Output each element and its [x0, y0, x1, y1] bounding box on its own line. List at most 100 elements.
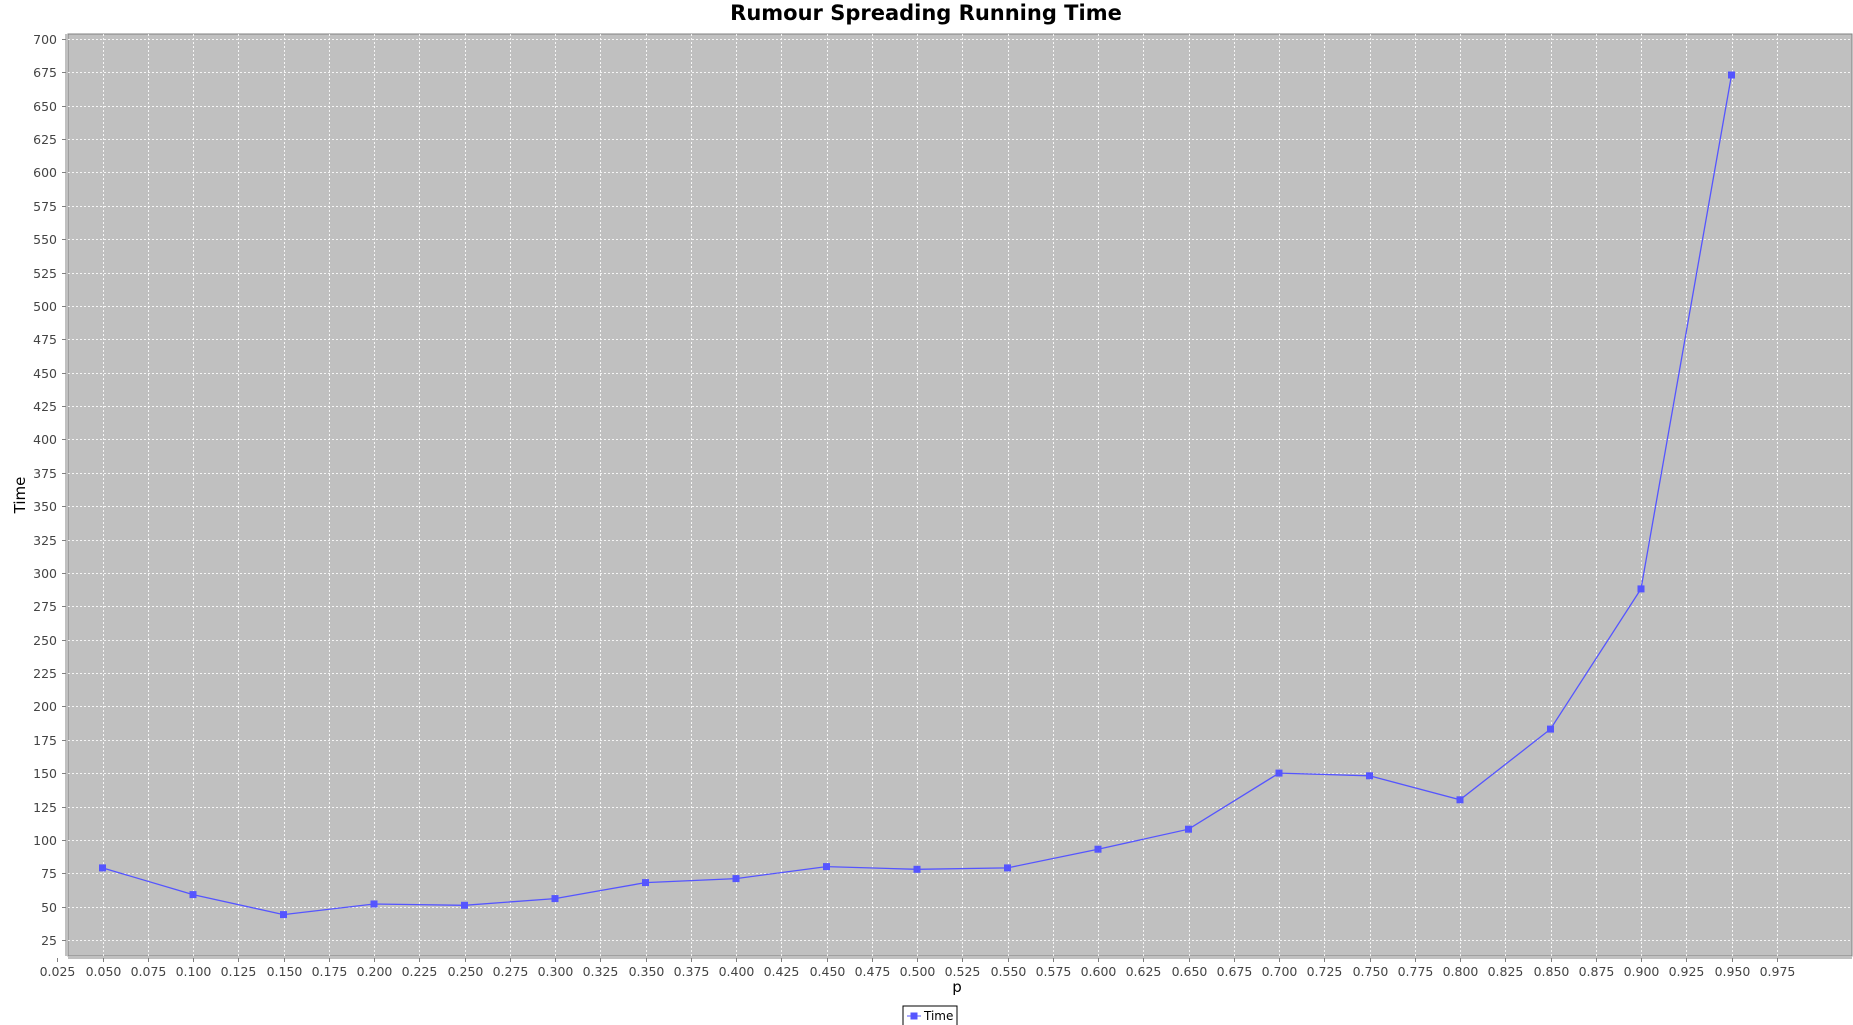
x-tick-label: 0.625 — [1126, 964, 1162, 979]
y-tick-label: 200 — [33, 699, 57, 714]
x-axis-ticks: 0.025 0.050 0.075 0.100 0.125 0.150 0.175 0.200… — [40, 958, 1796, 979]
x-tick-label: 0.525 — [945, 964, 981, 979]
data-point — [1004, 864, 1011, 872]
y-tick-label: 475 — [33, 332, 57, 347]
plot-area — [67, 33, 1853, 957]
y-tick-label: 525 — [33, 266, 57, 281]
x-tick-label: 0.875 — [1579, 964, 1615, 979]
y-tick-label: 575 — [33, 199, 57, 214]
y-tick-label: 75 — [41, 866, 57, 881]
y-tick-label: 625 — [33, 132, 57, 147]
x-tick-label: 0.650 — [1172, 964, 1208, 979]
y-tick-label: 175 — [33, 733, 57, 748]
data-point — [1366, 772, 1373, 780]
data-point — [823, 863, 830, 871]
x-tick-label: 0.975 — [1760, 964, 1796, 979]
y-tick-label: 350 — [33, 499, 57, 514]
y-tick-label: 550 — [33, 232, 57, 247]
x-tick-label: 0.150 — [267, 964, 303, 979]
x-tick-label: 0.950 — [1715, 964, 1751, 979]
x-tick-label: 0.200 — [357, 964, 393, 979]
x-tick-label: 0.800 — [1443, 964, 1479, 979]
x-tick-label: 0.775 — [1398, 964, 1434, 979]
x-tick-label: 0.575 — [1036, 964, 1072, 979]
y-tick-label: 450 — [33, 366, 57, 381]
x-tick-label: 0.275 — [493, 964, 529, 979]
data-point — [99, 864, 106, 872]
x-tick-label: 0.100 — [176, 964, 212, 979]
data-point — [1094, 845, 1102, 853]
x-tick-label: 0.925 — [1669, 964, 1705, 979]
data-point — [1637, 585, 1645, 593]
y-tick-label: 300 — [33, 566, 57, 581]
y-tick-label: 375 — [33, 466, 57, 481]
x-tick-label: 0.350 — [629, 964, 665, 979]
y-axis-ticks: 25 50 75 100 125 150 175 200 225 250 275 300 325 350 3… — [33, 32, 66, 948]
y-tick-label: 700 — [33, 32, 57, 47]
y-tick-label: 250 — [33, 633, 57, 648]
data-point — [1185, 825, 1192, 833]
x-tick-label: 0.325 — [583, 964, 619, 979]
y-tick-label: 125 — [33, 800, 57, 815]
x-tick-label: 0.125 — [221, 964, 257, 979]
x-gridlines — [57, 34, 1778, 956]
data-point — [551, 895, 559, 903]
chart-title: Rumour Spreading Running Time — [730, 1, 1122, 25]
data-point — [370, 900, 378, 908]
x-tick-label: 0.675 — [1217, 964, 1253, 979]
x-tick-label: 0.900 — [1624, 964, 1660, 979]
data-point — [1275, 769, 1283, 777]
data-point — [280, 911, 287, 919]
x-tick-label: 0.600 — [1081, 964, 1117, 979]
y-tick-label: 650 — [33, 99, 57, 114]
data-point — [1547, 725, 1554, 733]
x-tick-label: 0.500 — [900, 964, 936, 979]
x-tick-label: 0.825 — [1488, 964, 1524, 979]
data-point — [913, 865, 921, 873]
data-point — [1728, 71, 1735, 79]
x-tick-label: 0.475 — [855, 964, 891, 979]
y-tick-label: 225 — [33, 666, 57, 681]
y-tick-label: 25 — [41, 933, 57, 948]
legend-label: Time — [923, 1009, 953, 1023]
x-tick-label: 0.400 — [719, 964, 755, 979]
x-tick-label: 0.725 — [1307, 964, 1343, 979]
y-tick-label: 150 — [33, 766, 57, 781]
x-axis-label: p — [952, 978, 962, 996]
x-tick-label: 0.025 — [40, 964, 76, 979]
legend-box — [902, 1005, 958, 1025]
y-tick-label: 50 — [41, 900, 57, 915]
x-tick-label: 0.425 — [764, 964, 800, 979]
x-tick-label: 0.300 — [538, 964, 574, 979]
legend: Time — [902, 1005, 958, 1025]
y-axis-label: Time — [11, 477, 29, 515]
data-point — [642, 879, 649, 887]
x-tick-label: 0.075 — [131, 964, 167, 979]
x-tick-label: 0.450 — [810, 964, 846, 979]
x-tick-label: 0.700 — [1262, 964, 1298, 979]
x-tick-label: 0.375 — [674, 964, 710, 979]
data-point — [189, 891, 197, 899]
y-tick-label: 675 — [33, 65, 57, 80]
y-gridlines — [68, 39, 1852, 941]
x-tick-label: 0.175 — [312, 964, 348, 979]
y-tick-label: 500 — [33, 299, 57, 314]
x-tick-label: 0.750 — [1353, 964, 1389, 979]
y-tick-label: 325 — [33, 533, 57, 548]
y-tick-label: 100 — [33, 833, 57, 848]
series-time — [99, 71, 1735, 919]
x-tick-label: 0.225 — [402, 964, 438, 979]
y-tick-label: 425 — [33, 399, 57, 414]
data-point — [1456, 796, 1464, 804]
data-point — [461, 901, 468, 909]
legend-marker — [910, 1012, 918, 1020]
data-point — [732, 875, 740, 883]
x-tick-label: 0.850 — [1534, 964, 1570, 979]
x-tick-label: 0.550 — [991, 964, 1027, 979]
y-tick-label: 400 — [33, 432, 57, 447]
x-tick-label: 0.250 — [448, 964, 484, 979]
x-tick-label: 0.050 — [86, 964, 122, 979]
y-tick-label: 275 — [33, 599, 57, 614]
y-tick-label: 600 — [33, 165, 57, 180]
